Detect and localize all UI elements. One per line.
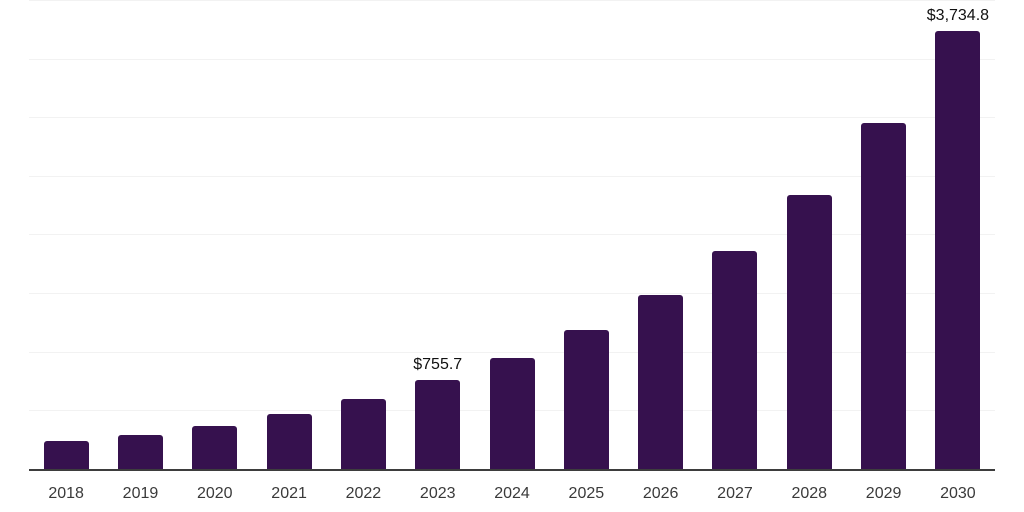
bar-slot-2027: [698, 0, 772, 469]
bar-slot-2029: [846, 0, 920, 469]
x-tick-label-2029: 2029: [865, 485, 902, 502]
x-tick-label-2030: 2030: [940, 485, 976, 502]
bar-slot-2022: [326, 0, 400, 469]
gridline: [29, 117, 995, 118]
bar-2025: [563, 330, 609, 469]
bar-2018: [43, 441, 89, 469]
x-tick-label-2020: 2020: [196, 485, 233, 502]
bar-value-label-2023: $755.7: [413, 356, 463, 373]
plot-area: $755.7 $3,734.8: [29, 0, 995, 471]
gridline: [29, 352, 995, 353]
bar-slot-2024: [475, 0, 549, 469]
x-axis-line: [29, 469, 995, 471]
bar-slot-2021: [252, 0, 326, 469]
bar-2020: [192, 426, 238, 469]
bar-slot-2019: [103, 0, 177, 469]
bar-2030: [935, 31, 981, 469]
x-axis-tick-labels: 2018 2019 2020 2021 2022 2023 2024 2025 2026 2027…: [29, 485, 995, 503]
bar-slot-2030: $3,734.8: [921, 0, 995, 469]
bar-2019: [117, 435, 163, 469]
bar-2026: [638, 295, 684, 469]
bar-slot-2025: [549, 0, 623, 469]
gridline: [29, 234, 995, 235]
bar-2028: [786, 195, 832, 469]
bar-2027: [712, 251, 758, 469]
gridline: [29, 59, 995, 60]
bar-value-label-2030: $3,734.8: [926, 7, 990, 24]
bar-2029: [861, 123, 907, 469]
x-tick-label-2023: 2023: [419, 485, 456, 502]
bar-2021: [266, 414, 312, 469]
bar-2023: [415, 380, 461, 469]
x-tick-label-2022: 2022: [345, 485, 382, 502]
bar-slot-2023: $755.7: [401, 0, 475, 469]
x-tick-label-2018: 2018: [48, 485, 84, 502]
bar-slot-2020: [178, 0, 252, 469]
x-tick-label-2024: 2024: [494, 485, 530, 502]
bar-slot-2018: [29, 0, 103, 469]
x-tick-label-2021: 2021: [271, 485, 307, 502]
x-tick-label-2025: 2025: [568, 485, 605, 502]
bar-2024: [489, 358, 535, 469]
gridline: [29, 0, 995, 1]
x-tick-label-2027: 2027: [717, 485, 753, 502]
gridline: [29, 293, 995, 294]
bar-slot-2026: [624, 0, 698, 469]
bar-slot-2028: [772, 0, 846, 469]
x-tick-label-2019: 2019: [122, 485, 159, 502]
bars-row: $755.7 $3,734.8: [29, 0, 995, 469]
x-tick-label-2026: 2026: [642, 485, 679, 502]
bar-2022: [340, 399, 386, 469]
gridline: [29, 176, 995, 177]
x-tick-label-2028: 2028: [791, 485, 828, 502]
